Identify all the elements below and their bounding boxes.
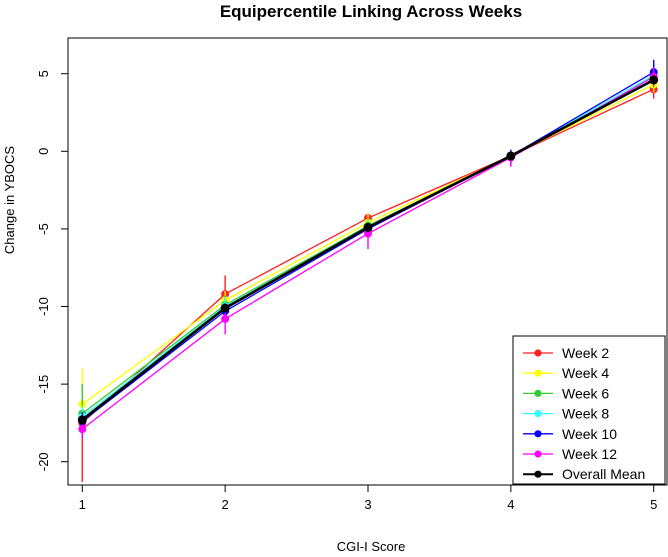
legend-marker xyxy=(534,349,542,357)
legend-label: Overall Mean xyxy=(562,466,645,482)
legend-entry: Week 4 xyxy=(523,365,609,381)
series-overall-mean xyxy=(77,75,659,425)
legend-label: Week 10 xyxy=(562,426,617,442)
legend-marker xyxy=(534,369,542,377)
y-tick-label: 0 xyxy=(36,148,51,155)
legend-entry: Week 2 xyxy=(523,345,609,361)
y-tick-label: -20 xyxy=(36,452,51,471)
legend-marker xyxy=(534,410,542,418)
legend-entry: Week 10 xyxy=(523,426,617,442)
data-point xyxy=(78,425,87,434)
legend-entry: Week 6 xyxy=(523,385,609,401)
legend-label: Week 12 xyxy=(562,446,617,462)
y-tick-label: -15 xyxy=(36,375,51,394)
legend-marker xyxy=(534,430,542,438)
legend-box xyxy=(512,335,666,485)
legend-entry: Overall Mean xyxy=(523,466,645,482)
x-tick-label: 5 xyxy=(650,497,657,512)
data-point xyxy=(363,222,373,232)
y-axis-label: Change in YBOCS xyxy=(2,146,17,254)
legend-entry: Week 8 xyxy=(523,406,609,422)
x-axis-label: CGI-I Score xyxy=(337,539,406,554)
data-point xyxy=(221,314,230,323)
x-tick-label: 4 xyxy=(507,497,514,512)
legend-label: Week 8 xyxy=(562,406,609,422)
x-tick-label: 1 xyxy=(79,497,86,512)
plot-area: 1 2 3 4 5 -20 -15 -10 -5 0 5 xyxy=(36,37,668,512)
data-point xyxy=(364,229,372,238)
legend-label: Week 6 xyxy=(562,385,609,401)
legend-label: Week 2 xyxy=(562,345,609,361)
y-tick-label: 5 xyxy=(36,70,51,77)
legend-marker xyxy=(534,450,542,458)
y-tick-label: -5 xyxy=(36,223,51,235)
data-point xyxy=(506,151,516,161)
y-tick-label: -10 xyxy=(36,297,51,316)
legend-marker xyxy=(534,389,542,397)
data-point xyxy=(220,303,230,313)
legend: Week 2 Week 4 Week 6 Week 8 Week 10 Week 12 Ov… xyxy=(512,335,666,485)
x-tick-label: 3 xyxy=(364,497,371,512)
data-point xyxy=(649,75,659,85)
x-tick-label: 2 xyxy=(222,497,229,512)
legend-marker xyxy=(534,470,542,478)
chart-title: Equipercentile Linking Across Weeks xyxy=(220,2,522,21)
legend-label: Week 4 xyxy=(562,365,609,381)
data-point xyxy=(77,415,87,425)
legend-entry: Week 12 xyxy=(523,446,617,462)
